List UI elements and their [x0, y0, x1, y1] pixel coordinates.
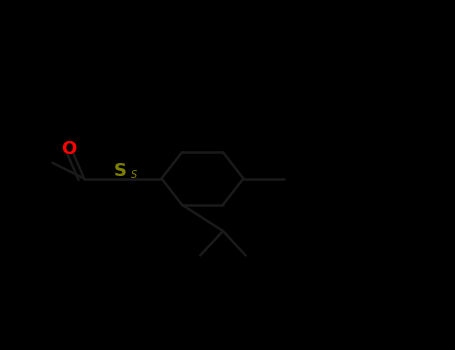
Text: S: S — [131, 170, 137, 180]
Text: O: O — [61, 140, 76, 158]
Text: S: S — [114, 162, 127, 180]
